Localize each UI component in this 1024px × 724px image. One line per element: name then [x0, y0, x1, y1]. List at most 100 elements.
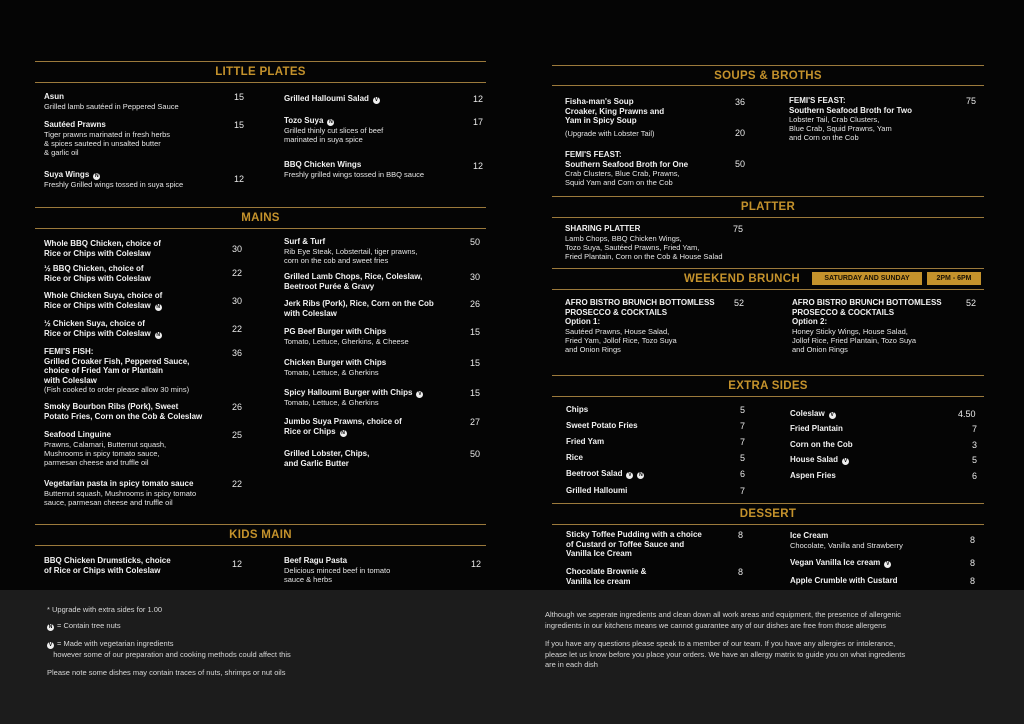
item-description: Lamb Chops, BBQ Chicken Wings, Tozo Suya…	[565, 233, 723, 261]
item-name: House Salad V	[790, 455, 850, 465]
menu-item: Tozo Suya N Grilled thinly cut slices of b…	[284, 116, 383, 144]
menu-item: Chocolate Brownie & Vanilla Ice cream	[566, 567, 646, 586]
item-name-text: Corn on the Cob	[790, 440, 853, 449]
item-name-text: Chicken Burger with Chips	[284, 358, 387, 367]
item-name: Ice Cream	[790, 531, 903, 541]
menu-item: Beetroot Salad V N	[566, 469, 645, 479]
item-description: Prawns, Calamari, Butternut squash, Mush…	[44, 439, 167, 467]
traces-note: Please note some dishes may contain trac…	[47, 668, 286, 677]
item-price: 17	[473, 117, 484, 127]
menu-item: Aspen Fries	[790, 471, 836, 481]
item-name: Whole Chicken Suya, choice of Rice or Ch…	[44, 291, 162, 311]
item-name-text: Jumbo Suya Prawns, choice of Rice or Chi…	[284, 417, 402, 436]
item-price: 12	[232, 559, 243, 569]
item-name-text: Rice	[566, 453, 583, 462]
item-name: Rice	[566, 453, 583, 463]
item-description: Sautéed Prawns, House Salad, Fried Yam, …	[565, 326, 677, 354]
brunch-hours-badge: 2PM - 6PM	[927, 272, 981, 285]
item-price: 36	[232, 348, 243, 358]
section-divider	[552, 503, 984, 504]
item-name: Jerk Ribs (Pork), Rice, Corn on the Cob …	[284, 299, 434, 318]
vegetarian-icon: V	[884, 561, 892, 568]
item-name-text: Spicy Halloumi Burger with Chips	[284, 388, 413, 397]
item-name: Sweet Potato Fries	[566, 421, 638, 431]
section-title: EXTRA SIDES	[728, 380, 808, 392]
item-description: Grilled thinly cut slices of beef marina…	[284, 126, 384, 144]
menu-item: Spicy Halloumi Burger with Chips V Tomato,…	[284, 388, 424, 407]
item-price: 30	[232, 244, 243, 254]
section-divider	[35, 82, 486, 83]
item-name: Beef Ragu Pasta	[284, 556, 390, 566]
item-name-text: Grilled Halloumi Salad	[284, 94, 369, 103]
menu-item: Apple Crumble with Custard	[790, 576, 898, 586]
item-name: FEMI'S FEAST: Southern Seafood Broth for…	[565, 150, 688, 169]
veg-legend-label: = Made with vegetarian ingredients howev…	[53, 639, 291, 659]
item-name-text: Whole Chicken Suya, choice of Rice or Ch…	[44, 291, 163, 310]
item-name-text: Apple Crumble with Custard	[790, 576, 898, 585]
item-price: 50	[470, 237, 481, 247]
item-name: Asun	[44, 92, 179, 102]
vegetarian-icon: V	[47, 642, 54, 649]
item-description: Freshly Grilled wings tossed in suya spi…	[44, 180, 184, 189]
section-divider	[35, 61, 486, 62]
item-price: 8	[970, 535, 976, 545]
vegetarian-icon: V	[372, 97, 380, 104]
item-name-text: FEMI'S FISH: Grilled Croaker Fish, Peppe…	[44, 347, 190, 385]
item-name-text: Suya Wings	[44, 170, 90, 179]
item-name-text: Fisha-man's Soup Croaker, King Prawns an…	[565, 97, 665, 125]
menu-item: BBQ Chicken Drumsticks, choice of Rice o…	[44, 556, 171, 575]
menu-item: Surf & Turf Rib Eye Steak, Lobstertail, t…	[284, 237, 417, 265]
vegetarian-icon: V	[828, 412, 836, 419]
item-name: ½ BBQ Chicken, choice of Rice or Chips w…	[44, 264, 151, 283]
menu-item: Whole BBQ Chicken, choice of Rice or Chi…	[44, 239, 161, 258]
item-price: 5	[740, 453, 746, 463]
item-name: Fried Plantain	[790, 424, 843, 434]
item-name: Apple Crumble with Custard	[790, 576, 898, 586]
item-price: 6	[740, 469, 746, 479]
item-price: 7	[740, 437, 746, 447]
item-price: 52	[966, 298, 977, 308]
menu-item: Jumbo Suya Prawns, choice of Rice or Chi…	[284, 417, 402, 437]
menu-item: Ice Cream Chocolate, Vanilla and Strawber…	[790, 531, 903, 550]
vegetarian-icon: V	[626, 472, 634, 479]
menu-item: Chicken Burger with Chips Tomato, Lettuce…	[284, 358, 386, 377]
item-price: 50	[735, 159, 746, 169]
item-name: Surf & Turf	[284, 237, 417, 247]
item-name-text: Fried Plantain	[790, 424, 843, 433]
item-description: Freshly grilled wings tossed in BBQ sauc…	[284, 169, 425, 179]
item-price: 26	[232, 402, 243, 412]
menu-item: House Salad V	[790, 455, 850, 465]
item-name-text: Vegan Vanilla Ice cream	[790, 558, 881, 567]
menu-item: Vegetarian pasta in spicy tomato sauce Bu…	[44, 479, 196, 507]
item-price: 50	[470, 449, 481, 459]
nuts-legend: N = Contain tree nuts	[47, 621, 121, 632]
item-name: Chicken Burger with Chips	[284, 358, 386, 368]
item-description: Tomato, Lettuce, & Gherkins	[284, 367, 379, 377]
item-name-text: House Salad	[790, 455, 839, 464]
item-name: Jumbo Suya Prawns, choice of Rice or Chi…	[284, 417, 402, 437]
item-name: SHARING PLATTER	[565, 224, 723, 234]
item-price: 7	[740, 486, 746, 496]
item-name-text: SHARING PLATTER	[565, 224, 641, 233]
item-description: (Fish cooked to order please allow 30 mi…	[44, 385, 190, 394]
item-name: Coleslaw V	[790, 409, 836, 419]
menu-item: Chips	[566, 405, 588, 415]
menu-item: Coleslaw V	[790, 409, 836, 419]
item-name: Seafood Linguine	[44, 430, 166, 440]
section-divider	[552, 85, 984, 86]
item-price: 52	[734, 298, 745, 308]
upgrade-price: 20	[735, 128, 746, 138]
menu-item: Corn on the Cob	[790, 440, 853, 450]
item-description: Tiger prawns marinated in fresh herbs & …	[44, 129, 171, 157]
item-name-text: AFRO BISTRO BRUNCH BOTTOMLESS PROSECCO &…	[792, 298, 942, 326]
menu-item: BBQ Chicken Wings Freshly grilled wings t…	[284, 160, 424, 179]
item-name: ½ Chicken Suya, choice of Rice or Chips …	[44, 319, 162, 339]
section-divider	[552, 524, 984, 525]
questions-note: If you have any questions please speak t…	[545, 639, 906, 669]
menu-item: AFRO BISTRO BRUNCH BOTTOMLESS PROSECCO &…	[565, 298, 715, 354]
item-description: Honey Sticky Wings, House Salad, Jollof …	[792, 326, 917, 354]
menu-item: Suya Wings N Freshly Grilled wings tossed …	[44, 170, 183, 189]
item-name-text: Whole BBQ Chicken, choice of Rice or Chi…	[44, 239, 161, 258]
menu-item: Beef Ragu Pasta Delicious minced beef in …	[284, 556, 390, 584]
item-price: 4.50	[958, 409, 976, 419]
